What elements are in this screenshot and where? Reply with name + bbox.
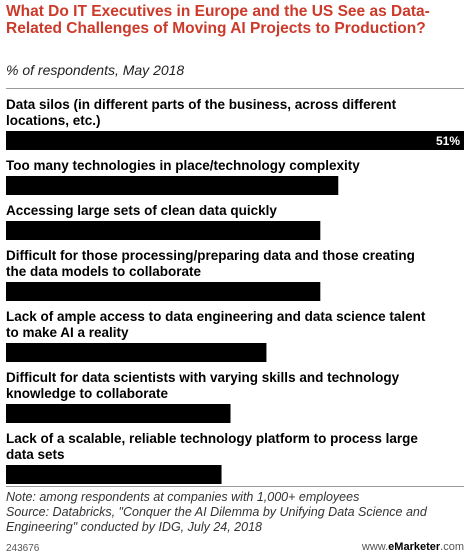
category-label: locations, etc.) [6, 113, 101, 128]
bottom-divider [6, 486, 464, 487]
category-label: Accessing large sets of clean data quick… [6, 203, 277, 218]
site-prefix: www. [361, 541, 389, 553]
value-label: 29% [238, 346, 262, 360]
category-label: Difficult for data scientists with varyi… [6, 370, 400, 385]
category-label: Data silos (in different parts of the bu… [6, 97, 397, 112]
category-label: knowledge to collaborate [6, 386, 169, 401]
bar [6, 404, 231, 423]
category-label: to make AI a reality [6, 325, 129, 340]
site-brand-name: eMarketer [388, 541, 441, 553]
site-brand[interactable]: www.eMarketer.com [362, 541, 464, 553]
bar [6, 343, 267, 362]
bar [6, 282, 321, 301]
chart-source: Source: Databricks, "Conquer the AI Dile… [6, 505, 427, 534]
value-label: 51% [436, 134, 460, 148]
category-label: Too many technologies in place/technolog… [6, 158, 360, 173]
chart-title: What Do IT Executives in Europe and the … [6, 3, 430, 37]
category-label: data sets [6, 447, 65, 462]
bar [6, 176, 339, 195]
value-label: 37% [310, 179, 334, 193]
bar [6, 221, 321, 240]
chart-note: Note: among respondents at companies wit… [6, 490, 360, 504]
value-label: 35% [292, 285, 316, 299]
site-suffix: .com [440, 541, 464, 553]
value-label: 35% [292, 224, 316, 238]
category-label: Lack of a scalable, reliable technology … [6, 431, 418, 446]
chart-subtitle: % of respondents, May 2018 [6, 62, 185, 78]
top-divider [6, 88, 464, 89]
chart-id: 243676 [6, 543, 40, 554]
bar [6, 131, 464, 150]
value-label: 25% [202, 407, 226, 421]
category-label: Difficult for those processing/preparing… [6, 248, 415, 263]
notes-block: Note: among respondents at companies wit… [6, 490, 464, 535]
bar [6, 465, 222, 484]
category-label: the data models to collaborate [6, 264, 202, 279]
category-label: Lack of ample access to data engineering… [6, 309, 426, 324]
value-label: 24% [193, 468, 217, 482]
